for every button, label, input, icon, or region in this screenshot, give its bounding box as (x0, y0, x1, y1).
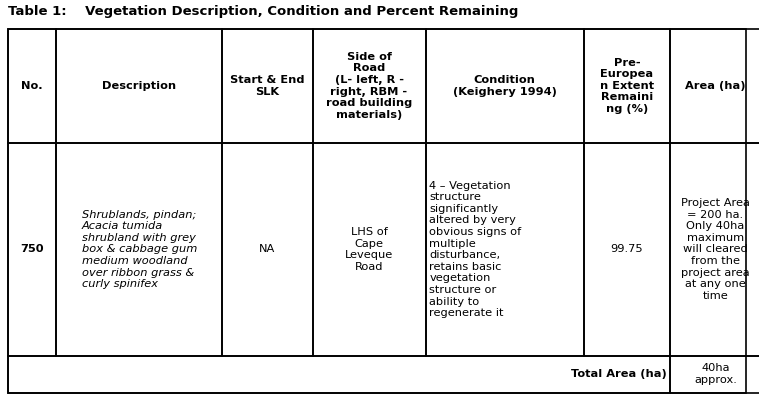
Bar (426, 143, 584, 356)
Bar (222, 143, 313, 356)
Text: NA: NA (260, 245, 276, 254)
Bar (8, 143, 56, 356)
Bar (426, 29, 584, 143)
Bar (8, 356, 670, 393)
Text: 40ha
approx.: 40ha approx. (694, 364, 737, 385)
Bar (670, 356, 759, 393)
Text: Total Area (ha): Total Area (ha) (571, 369, 666, 379)
Bar (670, 143, 759, 356)
Text: 750: 750 (20, 245, 44, 254)
Text: Pre-
Europea
n Extent
Remaini
ng (%): Pre- Europea n Extent Remaini ng (%) (600, 58, 654, 114)
Text: Condition
(Keighery 1994): Condition (Keighery 1994) (452, 75, 556, 97)
Text: Project Area
= 200 ha.
Only 40ha
maximum
will cleared
from the
project area
at a: Project Area = 200 ha. Only 40ha maximum… (681, 198, 750, 301)
Bar (8, 29, 56, 143)
Bar (56, 29, 222, 143)
Bar (313, 29, 426, 143)
Text: Area (ha): Area (ha) (685, 81, 745, 91)
Text: Shrublands, pindan;
Acacia tumida
shrubland with grey
box & cabbage gum
medium w: Shrublands, pindan; Acacia tumida shrubl… (82, 210, 197, 289)
Text: Table 1:    Vegetation Description, Condition and Percent Remaining: Table 1: Vegetation Description, Conditi… (8, 5, 518, 18)
Bar (8, 29, 745, 393)
Bar (56, 143, 222, 356)
Text: 99.75: 99.75 (611, 245, 644, 254)
Text: Side of
Road
(L- left, R -
right, RBM -
road building
materials): Side of Road (L- left, R - right, RBM - … (326, 52, 412, 120)
Bar (670, 29, 759, 143)
Text: 4 – Vegetation
structure
significantly
altered by very
obvious signs of
multiple: 4 – Vegetation structure significantly a… (430, 181, 521, 318)
Text: No.: No. (21, 81, 43, 91)
Text: LHS of
Cape
Leveque
Road: LHS of Cape Leveque Road (345, 227, 393, 272)
Text: Start & End
SLK: Start & End SLK (230, 75, 304, 97)
Bar (584, 143, 670, 356)
Bar (584, 29, 670, 143)
Text: Description: Description (102, 81, 176, 91)
Bar (313, 143, 426, 356)
Bar (222, 29, 313, 143)
